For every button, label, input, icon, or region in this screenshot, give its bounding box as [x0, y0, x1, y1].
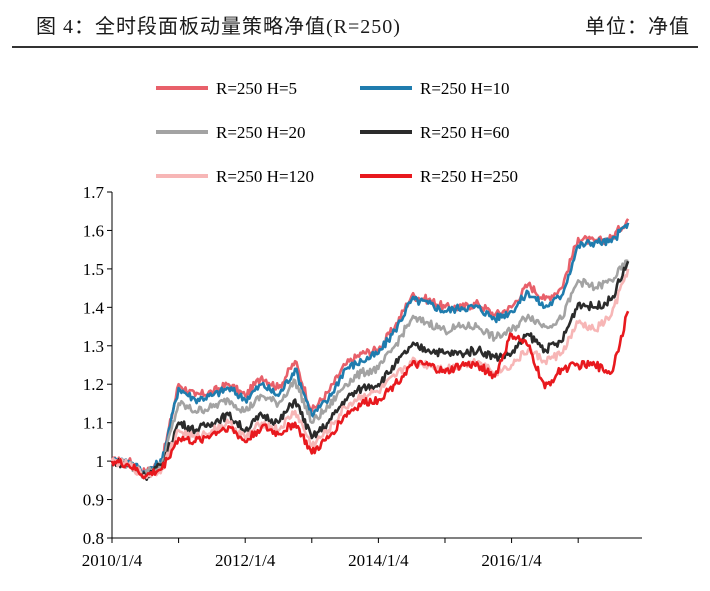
y-tick-label: 1.7 — [83, 183, 105, 202]
chart-legend: R=250 H=5 R=250 H=10 R=250 H=20 R=250 H=60 R… — [156, 79, 518, 186]
x-tick-label: 2016/1/4 — [481, 551, 542, 570]
legend-label: R=250 H=5 — [216, 79, 297, 98]
y-tick-label: 1.2 — [83, 375, 104, 394]
figure-title: 图 4：全时段面板动量策略净值(R=250) — [36, 16, 401, 38]
legend-label: R=250 H=10 — [420, 79, 510, 98]
legend-label: R=250 H=250 — [420, 167, 518, 186]
series-line — [110, 222, 630, 477]
legend-label: R=250 H=20 — [216, 123, 306, 142]
y-tick-label: 1.3 — [83, 337, 104, 356]
y-tick-label: 1.6 — [83, 221, 104, 240]
unit-label: 单位：净值 — [585, 16, 690, 38]
series-line — [110, 310, 630, 480]
chart-axes: 0.8 0.9 1 1.1 1.2 1.3 1.4 1.5 1.6 1.7 2010/1/4 2012… — [82, 183, 642, 570]
y-tick-label: 1.1 — [83, 414, 104, 433]
line-chart: R=250 H=5 R=250 H=10 R=250 H=20 R=250 H=60 R… — [82, 79, 642, 570]
series-line — [110, 268, 630, 479]
x-tick-label: 2010/1/4 — [82, 551, 143, 570]
legend-label: R=250 H=120 — [216, 167, 314, 186]
y-tick-label: 1.5 — [83, 260, 104, 279]
x-tick-label: 2012/1/4 — [215, 551, 276, 570]
series-line — [111, 259, 629, 476]
y-tick-label: 1.4 — [83, 298, 105, 317]
y-tick-label: 0.9 — [83, 491, 104, 510]
header-divider — [12, 46, 698, 48]
legend-label: R=250 H=60 — [420, 123, 510, 142]
y-tick-label: 0.8 — [83, 529, 104, 548]
x-tick-label: 2014/1/4 — [348, 551, 409, 570]
chart-series — [110, 218, 630, 481]
y-tick-label: 1 — [96, 452, 105, 471]
figure-header: 图 4：全时段面板动量策略净值(R=250) 单位：净值 — [0, 0, 710, 52]
